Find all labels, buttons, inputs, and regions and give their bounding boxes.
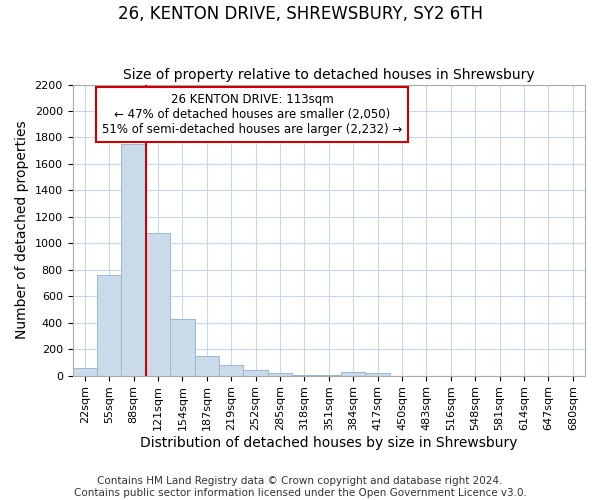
Text: 26, KENTON DRIVE, SHREWSBURY, SY2 6TH: 26, KENTON DRIVE, SHREWSBURY, SY2 6TH bbox=[118, 5, 482, 23]
Y-axis label: Number of detached properties: Number of detached properties bbox=[15, 121, 29, 340]
Bar bbox=[73, 368, 97, 376]
Text: 26 KENTON DRIVE: 113sqm
← 47% of detached houses are smaller (2,050)
51% of semi: 26 KENTON DRIVE: 113sqm ← 47% of detache… bbox=[102, 94, 402, 136]
Bar bbox=[121, 144, 146, 376]
Bar bbox=[219, 365, 244, 376]
Bar bbox=[244, 370, 268, 376]
Bar bbox=[292, 375, 317, 376]
Bar bbox=[194, 356, 219, 376]
Bar bbox=[365, 373, 390, 376]
Bar bbox=[268, 373, 292, 376]
Bar bbox=[97, 275, 121, 376]
Bar bbox=[146, 234, 170, 376]
Title: Size of property relative to detached houses in Shrewsbury: Size of property relative to detached ho… bbox=[123, 68, 535, 82]
Bar bbox=[317, 375, 341, 376]
Bar bbox=[341, 372, 365, 376]
Bar bbox=[170, 319, 194, 376]
X-axis label: Distribution of detached houses by size in Shrewsbury: Distribution of detached houses by size … bbox=[140, 436, 518, 450]
Text: Contains HM Land Registry data © Crown copyright and database right 2024.
Contai: Contains HM Land Registry data © Crown c… bbox=[74, 476, 526, 498]
